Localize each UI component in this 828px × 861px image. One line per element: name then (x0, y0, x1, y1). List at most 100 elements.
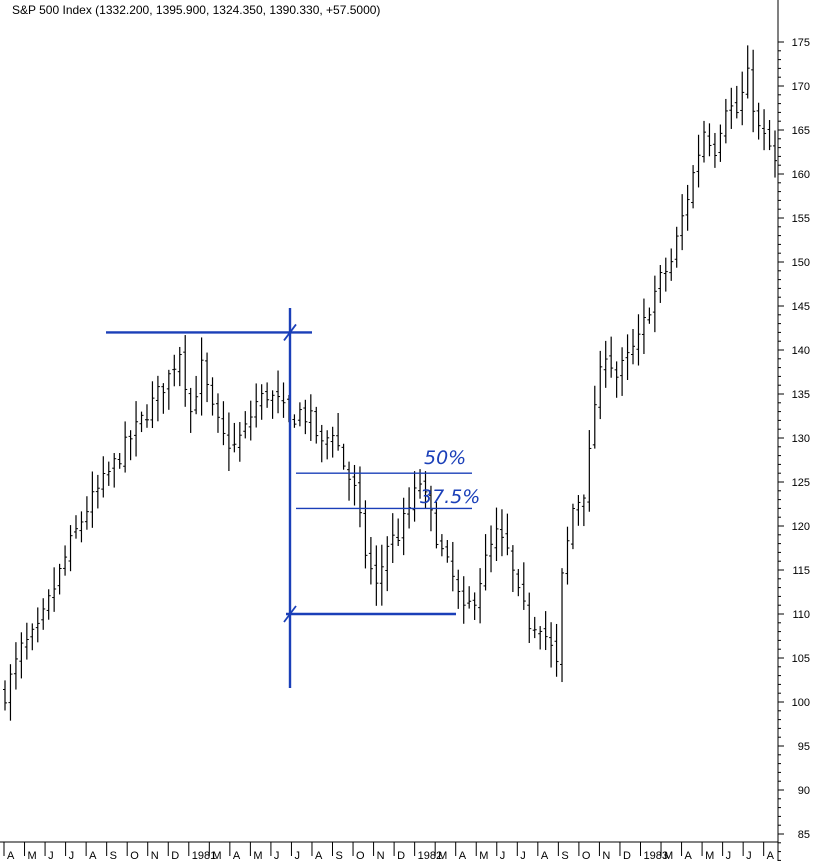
ohlc-bar (57, 563, 62, 595)
ohlc-bar (641, 298, 646, 355)
x-tick-label: D (623, 850, 631, 861)
x-tick-label: S (561, 850, 568, 861)
ohlc-bar (696, 134, 701, 188)
ohlc-bar (347, 461, 352, 501)
ohlc-bar (636, 314, 641, 366)
x-tick-label: A (459, 850, 467, 861)
x-tick-label: M (28, 850, 37, 861)
ohlc-bar (374, 545, 379, 606)
ohlc-bar (658, 264, 663, 303)
ohlc-bar (723, 98, 728, 144)
x-tick-label: J (294, 850, 300, 861)
ohlc-bar (663, 257, 668, 292)
x-tick-label: 1983 (643, 850, 667, 861)
ohlc-bar (128, 430, 133, 461)
ohlc-bar (134, 401, 139, 457)
ohlc-bar (24, 622, 29, 660)
chart-title: S&P 500 Index (1332.200, 1395.900, 1324.… (12, 3, 380, 17)
ohlc-bar (609, 336, 614, 378)
ohlc-bar (581, 494, 586, 527)
ohlc-bar (751, 49, 756, 133)
x-tick-label: O (130, 850, 139, 861)
ohlc-bar (385, 536, 390, 592)
y-tick-label: 170 (792, 81, 810, 93)
ohlc-bar (712, 132, 717, 168)
x-tick-label: A (541, 850, 549, 861)
ohlc-bar (84, 496, 89, 530)
ohlc-bar (41, 598, 46, 630)
ohlc-bar (161, 383, 166, 414)
y-tick-label: 85 (798, 829, 810, 841)
ohlc-bar (396, 518, 401, 547)
ohlc-bar (303, 399, 308, 435)
ohlc-bar (248, 400, 253, 441)
ohlc-bar (90, 471, 95, 528)
ohlc-bar (489, 525, 494, 573)
ohlc-bar (390, 513, 395, 564)
ohlc-bar (112, 453, 117, 488)
ohlc-bar (499, 509, 504, 557)
ohlc-bar (3, 680, 7, 711)
x-tick-label: J (746, 850, 752, 861)
y-tick-label: 105 (792, 653, 810, 665)
y-tick-label: 140 (792, 345, 810, 357)
ohlc-bar (330, 426, 335, 458)
y-axis: 85 90 95 100 105 110 115 120 125 130 135 140 145 150 1… (777, 0, 810, 861)
ohlc-bar (707, 123, 712, 157)
ohlc-bar (150, 381, 155, 429)
x-tick-label: M (438, 850, 447, 861)
ohlc-bar (243, 411, 248, 439)
ohlc-bar (560, 568, 565, 683)
x-tick-label: J (48, 850, 54, 861)
ohlc-bar (352, 464, 357, 506)
x-tick-label: N (151, 850, 159, 861)
retrace-375-label: 37.5% (420, 486, 480, 508)
x-tick-label: A (767, 850, 775, 861)
y-tick-label: 130 (792, 433, 810, 445)
ohlc-bar (631, 328, 636, 365)
ohlc-bar (685, 184, 690, 231)
ohlc-bar (144, 404, 149, 428)
ohlc-bar (79, 511, 84, 543)
ohlc-bar (478, 568, 483, 624)
x-tick-label: M (253, 850, 262, 861)
annotation-layer: 50% 37.5% (106, 308, 480, 688)
ohlc-bar (418, 469, 423, 499)
ohlc-bar (740, 71, 745, 126)
x-tick-label: O (356, 850, 365, 861)
x-tick-label: M (664, 850, 673, 861)
ohlc-bar (625, 334, 630, 380)
retrace-50-label: 50% (424, 447, 466, 469)
ohlc-bar (297, 402, 302, 427)
ohlc-bar (52, 567, 57, 612)
ohlc-bar (341, 443, 346, 470)
y-tick-label: 160 (792, 169, 810, 181)
x-tick-label: A (685, 850, 693, 861)
ohlc-bar (325, 430, 330, 460)
ohlc-bar (718, 124, 723, 162)
ohlc-bar (254, 383, 259, 428)
x-tick-label: N (377, 850, 385, 861)
y-tick-label: 125 (792, 477, 810, 489)
ohlc-bar (691, 165, 696, 209)
x-tick-label: M (705, 850, 714, 861)
ohlc-bar (527, 592, 532, 643)
ohlc-bar (614, 361, 619, 398)
y-tick-label: 95 (798, 741, 810, 753)
x-tick-label: S (336, 850, 343, 861)
ohlc-bar (35, 607, 40, 643)
x-tick-label: O (582, 850, 591, 861)
ohlc-bar (101, 456, 106, 498)
ohlc-bar (576, 495, 581, 526)
ohlc-bar (510, 545, 515, 593)
ohlc-bar (336, 412, 341, 451)
x-tick-label: 1981 (192, 850, 216, 861)
ohlc-bar (357, 466, 362, 528)
y-tick-label: 110 (792, 609, 810, 621)
ohlc-bar (483, 534, 488, 591)
ohlc-bar (215, 393, 220, 433)
ohlc-bar (123, 421, 128, 473)
y-tick-label: 165 (792, 125, 810, 137)
